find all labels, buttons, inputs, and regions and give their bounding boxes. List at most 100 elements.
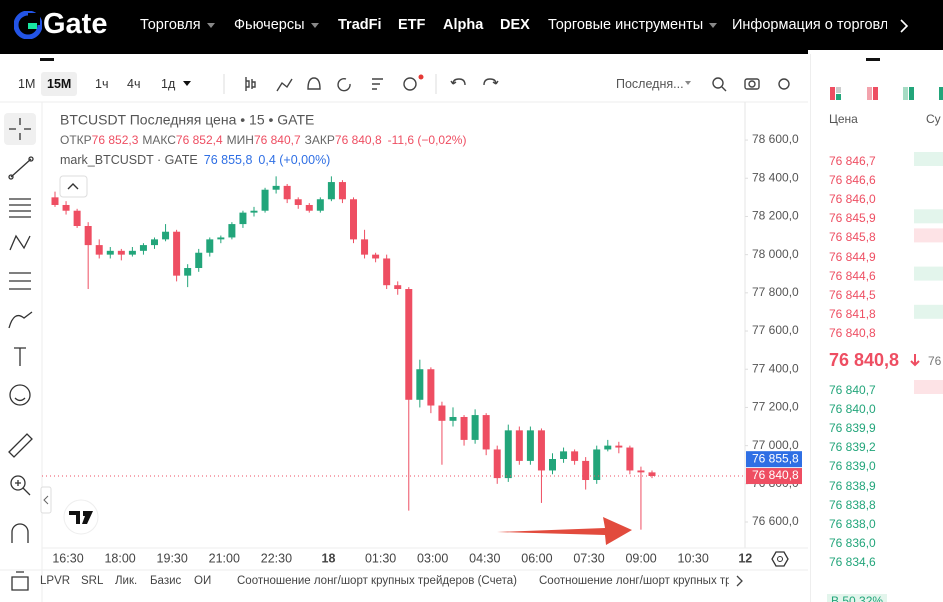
- ohlc-label: МИН: [227, 133, 254, 147]
- candle-body: [493, 449, 501, 479]
- ask-price[interactable]: 76 846,0: [829, 192, 876, 207]
- candle-body: [106, 250, 114, 255]
- candle-body: [460, 416, 468, 440]
- candle-body: [217, 237, 225, 240]
- bottom-tab[interactable]: Соотношение лонг/шорт крупных трейдеров …: [237, 575, 517, 587]
- bid-price[interactable]: 76 839,2: [829, 440, 876, 455]
- settings-icon[interactable]: [771, 551, 789, 567]
- bottom-tab[interactable]: Соотношение лонг/шорт крупных тре: [539, 575, 729, 587]
- column-header: Цена: [829, 112, 858, 126]
- candle-body: [117, 250, 125, 255]
- y-tick-label: 77 200,0: [752, 400, 799, 414]
- y-tick-label: 77 000,0: [752, 438, 799, 452]
- bid-price[interactable]: 76 838,9: [829, 478, 876, 493]
- candle-body: [482, 415, 490, 450]
- caret: [206, 22, 215, 28]
- bottom-tab[interactable]: SRL: [81, 575, 104, 587]
- bid-price[interactable]: 76 838,0: [829, 516, 876, 531]
- candle-body: [372, 254, 380, 259]
- nav-item[interactable]: Торговые инструменты: [548, 17, 718, 33]
- y-tick-label: 78 600,0: [752, 132, 799, 146]
- ask-price[interactable]: 76 846,6: [829, 173, 876, 188]
- y-tick-label: 78 000,0: [752, 247, 799, 261]
- candle-body: [206, 239, 214, 253]
- x-tick-label: 09:00: [625, 551, 656, 565]
- candle-body: [637, 470, 645, 473]
- x-tick-label: 22:30: [261, 551, 292, 565]
- candle-body: [515, 430, 523, 461]
- bid-price[interactable]: 76 840,7: [829, 383, 876, 397]
- nav-item[interactable]: Информация о торговле: [732, 17, 887, 33]
- ohlc-legend: ОТКР76 852,3 МАКС76 852,4 МИН76 840,7 ЗАКР7…: [60, 133, 466, 147]
- candle-body: [416, 369, 424, 400]
- candle-body: [294, 199, 302, 205]
- candle-body: [239, 212, 247, 225]
- panel-toggle[interactable]: [40, 486, 52, 514]
- x-tick-label: 06:00: [521, 551, 552, 565]
- candle-body: [350, 199, 357, 240]
- nav-item[interactable]: Торговля: [140, 17, 215, 33]
- bottom-tab[interactable]: LPVR: [40, 575, 71, 587]
- ask-price[interactable]: 76 845,8: [829, 230, 876, 245]
- toolbar-icons[interactable]: [0, 70, 808, 100]
- ask-price[interactable]: 76 841,8: [829, 306, 876, 321]
- nav-item[interactable]: TradFi: [338, 17, 382, 33]
- nav-item[interactable]: Alpha: [443, 17, 484, 33]
- order-book: Цена Су 76 846,7 76 846,6 76 846,0 76 845,9 76…: [810, 54, 943, 602]
- candle-body: [383, 258, 391, 286]
- caret: [310, 22, 319, 28]
- collapse-legend[interactable]: [59, 175, 88, 198]
- caret: [709, 22, 718, 28]
- bid-price[interactable]: 76 834,6: [829, 554, 876, 569]
- x-tick-label: 01:30: [365, 551, 396, 565]
- drawing-tools[interactable]: [4, 113, 36, 591]
- interval-button[interactable]: 1М: [18, 77, 36, 91]
- logo-text[interactable]: Gate: [43, 8, 108, 40]
- candle-body: [228, 224, 236, 238]
- candle-body: [526, 430, 534, 461]
- candle-body: [504, 430, 512, 479]
- interval-button[interactable]: 15М: [41, 72, 78, 96]
- bottom-tab[interactable]: Базис: [150, 575, 182, 587]
- candle-body: [139, 245, 147, 251]
- bid-price[interactable]: 76 838,8: [829, 497, 876, 512]
- ask-price[interactable]: 76 846,7: [829, 154, 876, 168]
- ask-price[interactable]: 76 844,9: [829, 249, 876, 264]
- candle-body: [162, 231, 170, 240]
- bottom-tab[interactable]: Лик.: [115, 575, 138, 587]
- bid-price[interactable]: 76 840,0: [829, 402, 876, 417]
- bottom-tab[interactable]: ОИ: [194, 575, 212, 587]
- y-tick-label: 77 400,0: [752, 361, 799, 375]
- ask-price[interactable]: 76 845,9: [829, 211, 876, 226]
- mark-change: 0,4 (+0,00%): [258, 153, 330, 167]
- nav-item[interactable]: Фьючерсы: [234, 17, 319, 33]
- candle-body: [84, 225, 92, 246]
- x-tick-label: 18: [322, 551, 336, 565]
- nav-next[interactable]: [899, 19, 909, 33]
- tabs-next[interactable]: [735, 575, 745, 587]
- bid-price[interactable]: 76 839,9: [829, 421, 876, 436]
- bid-price[interactable]: 76 839,0: [829, 459, 876, 474]
- candle-body: [250, 210, 258, 213]
- ohlc-change: -11,6 (−0,02%): [388, 133, 467, 147]
- x-tick-label: 10:30: [678, 551, 709, 565]
- annotation-arrow: [497, 517, 632, 545]
- ask-price[interactable]: 76 840,8: [829, 325, 876, 340]
- ask-price[interactable]: 76 844,5: [829, 287, 876, 302]
- nav-item[interactable]: ETF: [398, 17, 426, 33]
- nav-item[interactable]: DEX: [500, 17, 530, 33]
- mark-price-label: 76 855,8: [752, 451, 799, 465]
- y-tick-label: 77 600,0: [752, 323, 799, 337]
- bid-price[interactable]: 76 836,0: [829, 535, 876, 550]
- ohlc-value: 76 840,7: [254, 133, 301, 147]
- candle-body: [560, 451, 568, 459]
- interval-button[interactable]: 1ч: [95, 77, 109, 91]
- candle-body: [151, 239, 158, 246]
- ask-price[interactable]: 76 844,6: [829, 268, 876, 283]
- nav-shadow: [0, 50, 808, 54]
- interval-button[interactable]: 1д: [161, 77, 176, 91]
- candle-body: [316, 199, 324, 211]
- interval-button[interactable]: 4ч: [127, 77, 141, 91]
- price-type-select[interactable]: Последня...: [616, 77, 684, 91]
